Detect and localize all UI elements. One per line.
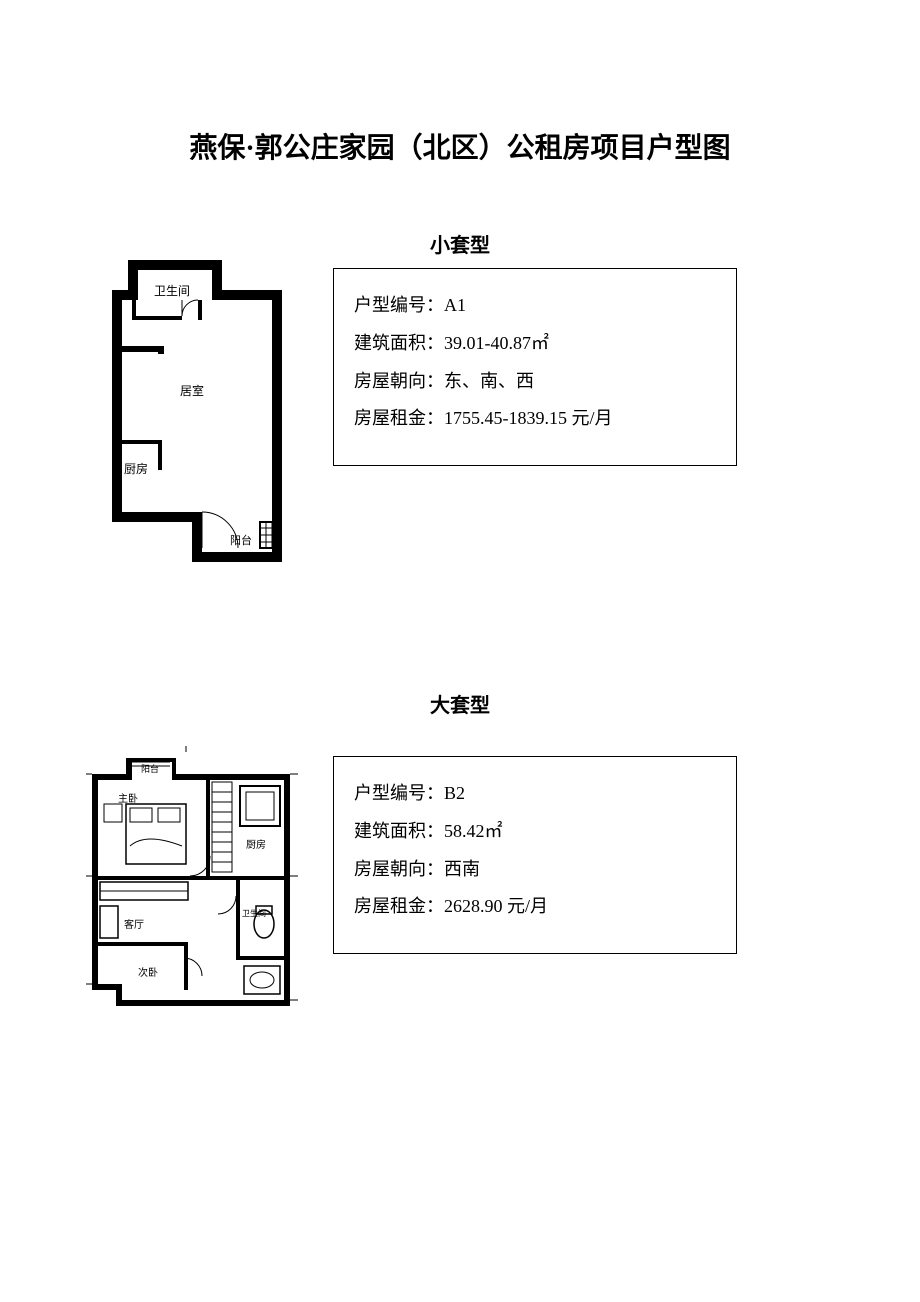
room-label-kitchen-2: 厨房 [246, 836, 266, 851]
info-label-rent: 房屋租金： [354, 408, 444, 428]
info-value-code: A1 [444, 295, 466, 315]
room-label-kitchen: 厨房 [124, 460, 148, 477]
info-label-orient: 房屋朝向： [354, 371, 444, 391]
info-value-area-2: 58.42㎡ [444, 821, 503, 841]
info-label-area-2: 建筑面积： [354, 821, 444, 841]
floorplan-small-svg [112, 260, 292, 570]
info-value-code-2: B2 [444, 783, 465, 803]
room-label-bathroom: 卫生间 [154, 282, 190, 299]
info-row-rent-2: 房屋租金：2628.90 元/月 [354, 888, 716, 926]
info-label-area: 建筑面积： [354, 333, 444, 353]
section-heading-small: 小套型 [0, 229, 920, 258]
room-label-balcony: 阳台 [230, 532, 252, 548]
floorplan-large: 阳台 主卧 厨房 客厅 次卧 卫生间 [86, 746, 301, 1014]
info-value-area: 39.01-40.87㎡ [444, 333, 549, 353]
info-value-rent-2: 2628.90 元/月 [444, 896, 548, 916]
room-label-balcony-2: 阳台 [141, 762, 159, 775]
room-label-living: 居室 [180, 382, 204, 399]
section-heading-large: 大套型 [0, 689, 920, 718]
info-label-rent-2: 房屋租金： [354, 896, 444, 916]
info-label-code: 户型编号： [354, 295, 444, 315]
info-value-rent: 1755.45-1839.15 元/月 [444, 408, 613, 428]
info-row-orient: 房屋朝向：东、南、西 [354, 363, 716, 401]
room-label-secondary: 次卧 [138, 964, 158, 979]
info-box-small: 户型编号：A1 建筑面积：39.01-40.87㎡ 房屋朝向：东、南、西 房屋租… [333, 268, 737, 466]
info-label-code-2: 户型编号： [354, 783, 444, 803]
info-label-orient-2: 房屋朝向： [354, 859, 444, 879]
info-row-area-2: 建筑面积：58.42㎡ [354, 813, 716, 851]
info-row-area: 建筑面积：39.01-40.87㎡ [354, 325, 716, 363]
room-label-living-2: 客厅 [124, 916, 144, 931]
info-value-orient: 东、南、西 [444, 371, 534, 391]
info-box-large: 户型编号：B2 建筑面积：58.42㎡ 房屋朝向：西南 房屋租金：2628.90… [333, 756, 737, 954]
room-label-master: 主卧 [118, 790, 138, 805]
info-row-code: 户型编号：A1 [354, 287, 716, 325]
floorplan-small: 卫生间 居室 厨房 阳台 [112, 260, 292, 570]
info-row-orient-2: 房屋朝向：西南 [354, 851, 716, 889]
info-row-rent: 房屋租金：1755.45-1839.15 元/月 [354, 400, 716, 438]
page-title: 燕保·郭公庄家园（北区）公租房项目户型图 [0, 126, 920, 166]
room-label-bathroom-2: 卫生间 [242, 908, 266, 919]
info-value-orient-2: 西南 [444, 859, 480, 879]
info-row-code-2: 户型编号：B2 [354, 775, 716, 813]
floorplan-large-svg [86, 746, 301, 1014]
